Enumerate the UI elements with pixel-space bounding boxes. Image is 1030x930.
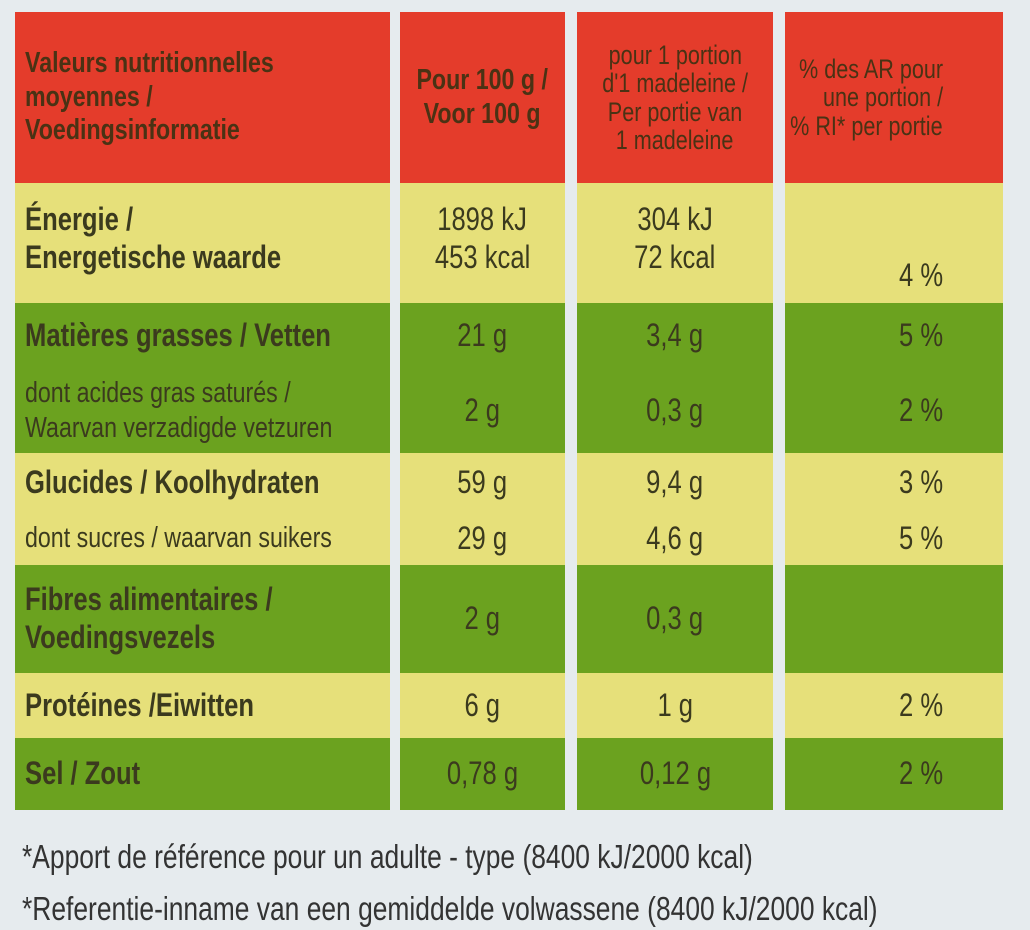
- cell-text: 2 g: [464, 600, 501, 637]
- header-cell: Pour 100 g / Voor 100 g: [400, 12, 565, 183]
- cell-text: d'1 madeleine /: [602, 68, 748, 99]
- cell-text: Fibres alimentaires /: [25, 581, 273, 618]
- footnote: *Apport de référence pour un adulte - ty…: [22, 838, 753, 875]
- table-cell: 2 %: [785, 673, 1003, 738]
- cell-text: 1 g: [657, 686, 693, 723]
- table-cell: 59 g: [400, 453, 565, 512]
- cell-text: Per portie van: [607, 96, 743, 127]
- header-cell: pour 1 portion d'1 madeleine / Per portie …: [577, 12, 773, 183]
- header-cell: % des AR pour une portion /% RI* per port…: [785, 12, 1003, 183]
- cell-text: 304 kJ: [637, 201, 713, 238]
- cell-text: Protéines /Eiwitten: [25, 686, 255, 723]
- cell-text: 2 g: [464, 391, 501, 428]
- table-cell: 29 g: [400, 512, 565, 565]
- cell-text: Énergie /: [25, 201, 134, 238]
- cell-text: 29 g: [457, 519, 508, 556]
- cell-text: Voedingsvezels: [25, 619, 216, 655]
- cell-text: une portion /: [822, 82, 943, 113]
- table-cell: 5 %: [785, 303, 1003, 368]
- cell-text: % RI* per portie: [790, 110, 943, 141]
- table-cell: 21 g: [400, 303, 565, 368]
- header-cell: Valeurs nutritionnelles moyennes / Voeding…: [15, 12, 390, 183]
- cell-text: Sel / Zout: [25, 755, 141, 792]
- table-cell: Protéines /Eiwitten: [15, 673, 390, 738]
- table-cell: 1 g: [577, 673, 773, 738]
- table-cell: [785, 565, 1003, 673]
- cell-text: Voedingsinformatie: [25, 114, 240, 147]
- table-cell: 4 %: [785, 183, 1003, 303]
- table-cell: Glucides / Koolhydraten: [15, 453, 390, 512]
- cell-text: 4 %: [898, 257, 943, 294]
- cell-text: dont acides gras saturés /: [25, 377, 291, 410]
- cell-text: 3,4 g: [646, 316, 704, 353]
- table-cell: 5 %: [785, 512, 1003, 565]
- table-cell: Sel / Zout: [15, 738, 390, 810]
- cell-text: 1 madeleine: [616, 124, 734, 155]
- cell-text: 0,78 g: [446, 755, 519, 792]
- cell-text: 1898 kJ: [437, 201, 528, 238]
- cell-text: 2 %: [898, 755, 943, 792]
- cell-text: Matières grasses / Vetten: [25, 316, 331, 353]
- cell-text: Waarvan verzadigde vetzuren: [25, 411, 333, 444]
- table-cell: 1898 kJ 453 kcal: [400, 183, 565, 303]
- table-cell: 6 g: [400, 673, 565, 738]
- table-cell: Fibres alimentaires / Voedingsvezels: [15, 565, 390, 673]
- cell-text: 2 %: [898, 686, 943, 723]
- cell-text: Pour 100 g /: [416, 64, 549, 97]
- table-cell: 0,3 g: [577, 565, 773, 673]
- cell-text: 6 g: [464, 686, 501, 723]
- table-cell: 4,6 g: [577, 512, 773, 565]
- cell-text: 72 kcal: [634, 239, 716, 275]
- cell-text: Energetische waarde: [25, 239, 282, 275]
- table-cell: dont acides gras saturés / Waarvan verzad…: [15, 368, 390, 453]
- cell-text: 4,6 g: [646, 519, 704, 556]
- table-cell: Énergie / Energetische waarde: [15, 183, 390, 303]
- table-cell: 2 g: [400, 368, 565, 453]
- cell-text: 21 g: [457, 316, 508, 353]
- table-cell: 2 %: [785, 738, 1003, 810]
- cell-text: dont sucres / waarvan suikers: [25, 522, 332, 555]
- table-cell: 3,4 g: [577, 303, 773, 368]
- table-cell: 3 %: [785, 453, 1003, 512]
- table-cell: 2 %: [785, 368, 1003, 453]
- table-cell: 0,3 g: [577, 368, 773, 453]
- table-cell: Matières grasses / Vetten: [15, 303, 390, 368]
- table-cell: 9,4 g: [577, 453, 773, 512]
- cell-text: 453 kcal: [434, 239, 531, 275]
- cell-text: Glucides / Koolhydraten: [25, 463, 320, 500]
- cell-text: 5 %: [898, 519, 943, 556]
- cell-text: 0,3 g: [646, 600, 704, 637]
- table-cell: 304 kJ 72 kcal: [577, 183, 773, 303]
- cell-text: 59 g: [457, 463, 508, 500]
- cell-text: 5 %: [898, 316, 943, 353]
- cell-text: 0,12 g: [639, 755, 711, 792]
- table-cell: 0,78 g: [400, 738, 565, 810]
- cell-text: 0,3 g: [646, 391, 704, 428]
- table-cell: 2 g: [400, 565, 565, 673]
- cell-text: pour 1 portion: [608, 39, 742, 70]
- cell-text: Voor 100 g: [424, 97, 541, 130]
- cell-text: 9,4 g: [646, 463, 704, 500]
- footnote: *Referentie-inname van een gemiddelde vo…: [22, 890, 878, 927]
- table-cell: dont sucres / waarvan suikers: [15, 512, 390, 565]
- cell-text: % des AR pour: [798, 53, 943, 84]
- cell-text: 2 %: [898, 391, 943, 428]
- cell-text: moyennes /: [25, 80, 153, 113]
- cell-text: Valeurs nutritionnelles: [25, 47, 274, 80]
- table-cell: 0,12 g: [577, 738, 773, 810]
- cell-text: 3 %: [898, 463, 943, 500]
